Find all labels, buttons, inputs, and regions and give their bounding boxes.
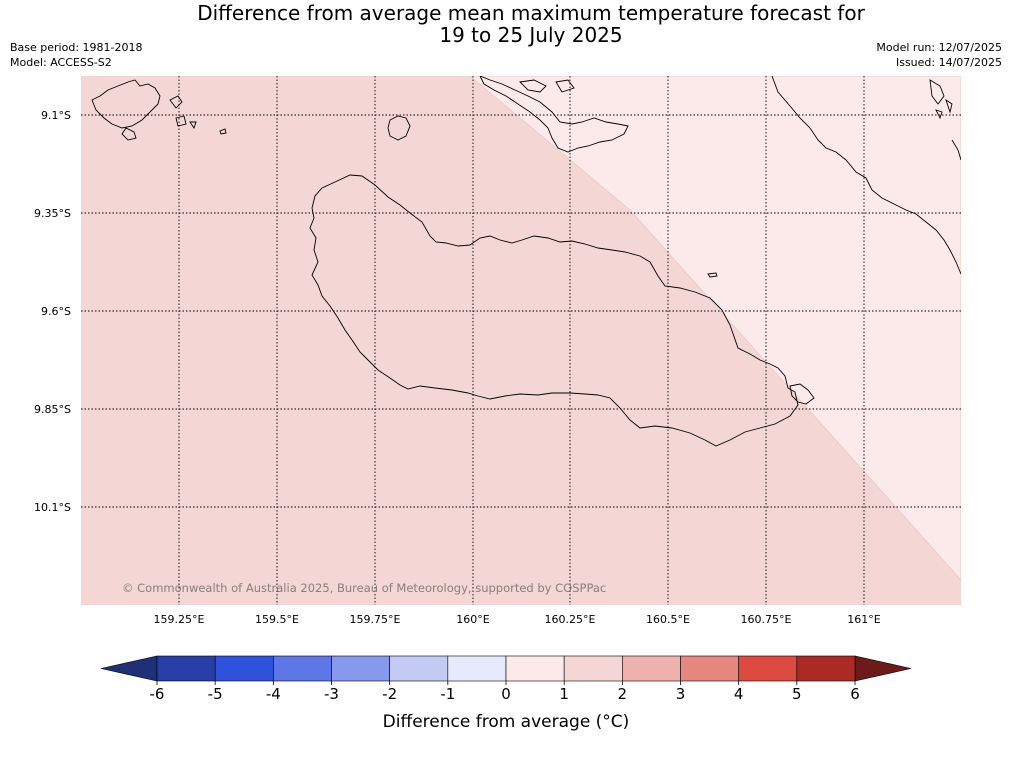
coastline-florida-islands [479, 76, 629, 153]
model-run: Model run: 12/07/2025 [876, 41, 1002, 54]
colorbar-tick-label: -5 [208, 685, 223, 703]
colorbar-title: Difference from average (°C) [383, 712, 630, 732]
lat-label: 9.35°S [34, 207, 71, 220]
colorbar-swatch [214, 655, 274, 682]
colorbar-swatch [738, 655, 798, 682]
colorbar-swatch [273, 655, 332, 682]
base-period: Base period: 1981-2018 [10, 41, 143, 54]
coastline-malaita [771, 76, 961, 275]
colorbar-tick-label: 3 [676, 685, 686, 703]
region-anomaly-0-1 [469, 76, 961, 581]
lon-label: 160.75°E [741, 613, 792, 626]
longitude-labels: 159.25°E 159.5°E 159.75°E 160°E 160.25°E 160.… [154, 613, 881, 626]
colorbar-swatch [156, 655, 216, 682]
colorbar-extend-high [854, 655, 912, 682]
colorbar-tick-label: -3 [324, 685, 339, 703]
colorbar: -6 -5 -4 -3 -2 -1 0 1 2 3 4 5 6 [100, 655, 912, 703]
info-left: Base period: 1981-2018 Model: ACCESS-S2 [10, 40, 142, 70]
colorbar-tick-label: 1 [559, 685, 569, 703]
lon-label: 160°E [456, 613, 489, 626]
colorbar-tick-label: -2 [382, 685, 397, 703]
lon-label: 160.25°E [545, 613, 596, 626]
chart-title-line1: Difference from average mean maximum tem… [197, 1, 865, 25]
graticule [81, 76, 961, 605]
colorbar-swatch [680, 655, 739, 682]
lon-label: 159.75°E [350, 613, 401, 626]
lon-label: 161°E [847, 613, 880, 626]
lat-label: 10.1°S [34, 501, 71, 514]
colorbar-swatch [331, 655, 390, 682]
info-right: Model run: 12/07/2025 Issued: 14/07/2025 [876, 40, 1002, 70]
chart-title-line2: 19 to 25 July 2025 [439, 23, 623, 47]
coastline-guadalcanal [309, 174, 799, 447]
colorbar-tick-label: 0 [501, 685, 511, 703]
coastline-islet-north [387, 115, 411, 141]
colorbar-swatch [447, 655, 507, 682]
lon-label: 160.5°E [646, 613, 690, 626]
colorbar-swatch [796, 655, 856, 682]
colorbar-tick-label: 4 [734, 685, 744, 703]
colorbar-swatch [505, 655, 565, 682]
lat-label: 9.1°S [41, 109, 71, 122]
lon-label: 159.25°E [154, 613, 205, 626]
latitude-labels: 9.1°S 9.35°S 9.6°S 9.85°S 10.1°S [34, 109, 71, 514]
coastline-islands-northwest [91, 79, 197, 141]
colorbar-extend-low [100, 655, 158, 682]
colorbar-tick-label: -1 [440, 685, 455, 703]
colorbar-tick-label: -6 [150, 685, 165, 703]
coastline-islet-east [707, 272, 718, 278]
colorbar-tick-label: 2 [618, 685, 628, 703]
model-name: Model: ACCESS-S2 [10, 56, 112, 69]
coastline-islet-west [219, 128, 227, 135]
colorbar-tick-label: 6 [850, 685, 860, 703]
colorbar-tick-label: -4 [266, 685, 281, 703]
coastlines [91, 76, 961, 447]
colorbar-swatch [389, 655, 449, 682]
lon-label: 159.5°E [255, 613, 299, 626]
coastline-islet-southeast [789, 383, 815, 405]
issued-date: Issued: 14/07/2025 [895, 56, 1002, 69]
lat-label: 9.6°S [41, 305, 71, 318]
map-panel[interactable]: © Commonwealth of Australia 2025, Bureau… [81, 76, 961, 605]
copyright-notice: © Commonwealth of Australia 2025, Bureau… [122, 581, 606, 595]
colorbar-swatch [563, 655, 623, 682]
colorbar-swatch [622, 655, 681, 682]
colorbar-tick-label: 5 [792, 685, 802, 703]
lat-label: 9.85°S [34, 403, 71, 416]
